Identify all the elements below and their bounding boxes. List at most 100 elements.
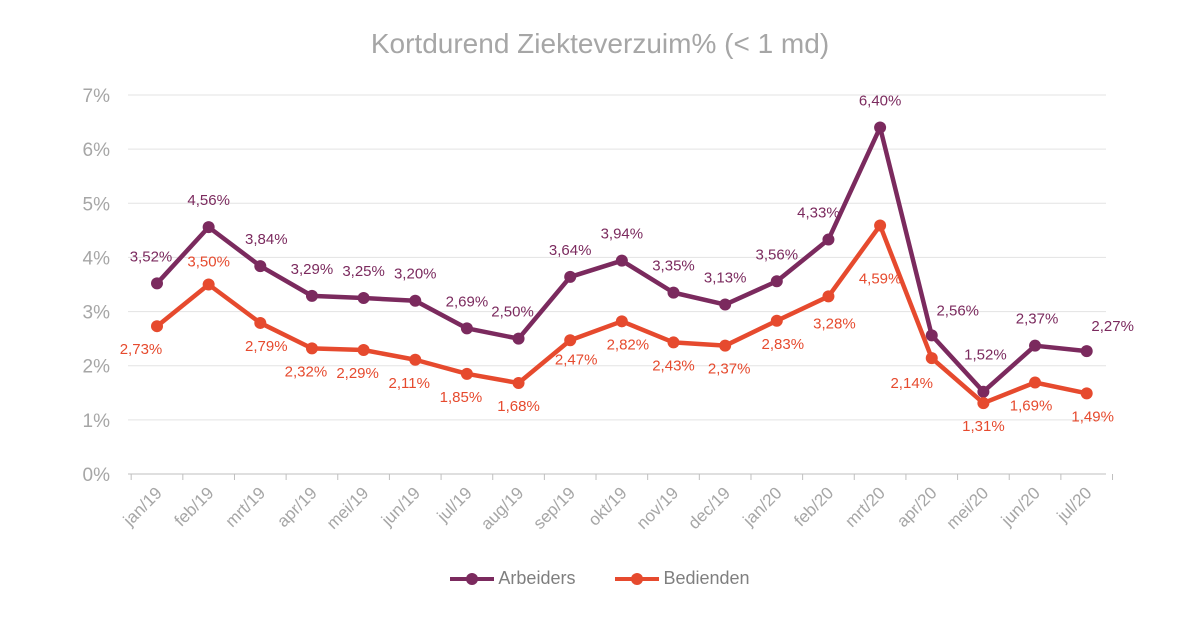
data-label: 1,52% [964,347,1007,364]
data-label: 3,29% [291,261,334,278]
x-tick-label: sep/19 [529,483,579,533]
data-label: 2,27% [1091,318,1134,335]
data-point [512,332,525,345]
data-label: 3,50% [187,254,230,271]
x-tick-label: mrt/20 [841,483,889,531]
data-label: 2,73% [120,341,163,358]
data-point [667,336,680,349]
x-tick-label: jul/19 [433,483,476,526]
x-tick-label: jan/19 [119,483,166,530]
data-label: 6,40% [859,92,902,109]
data-label: 1,49% [1071,408,1114,425]
legend-swatch-arbeiders [450,569,495,589]
data-point [151,320,163,333]
data-label: 1,69% [1010,397,1053,414]
data-point [615,315,628,328]
chart-title: Kortdurend Ziekteverzuim% (< 1 md) [370,28,830,59]
data-label: 3,56% [756,246,799,263]
data-point [1029,376,1042,389]
x-tick-label: mei/20 [943,483,993,533]
data-label: 1,68% [497,398,540,415]
data-point [770,314,783,327]
data-label: 4,56% [187,192,230,209]
data-point [874,219,887,232]
x-tick-label: apr/20 [893,483,941,531]
data-point [667,286,680,299]
data-label: 2,47% [555,351,598,368]
legend-item-arbeiders: Arbeiders [450,568,575,589]
x-tick-label: jun/19 [377,483,424,530]
x-tick-label: aug/19 [477,483,527,533]
data-label: 3,64% [549,242,592,259]
data-label: 2,83% [762,336,805,353]
data-point [977,385,990,398]
data-point [357,344,370,357]
data-label: 3,25% [342,263,385,280]
data-point [460,367,473,380]
data-point [254,316,267,329]
data-point [564,270,577,283]
data-label: 2,56% [936,302,979,319]
data-point [512,377,525,390]
data-label: 2,69% [446,293,489,310]
data-point [925,329,938,342]
x-tick-label: jun/20 [997,483,1044,530]
data-point [202,278,215,291]
data-point [564,334,577,347]
data-label: 2,29% [336,365,379,382]
data-label: 2,32% [285,363,328,380]
data-label: 3,20% [394,266,437,283]
data-label: 3,52% [130,248,173,265]
data-point [305,342,318,355]
x-tick-label: feb/20 [790,483,837,530]
data-point [460,322,473,335]
data-point [202,221,215,234]
data-point [409,353,422,366]
data-label: 2,82% [607,336,650,353]
data-label: 3,28% [813,315,856,332]
x-tick-label: okt/19 [584,483,630,529]
x-tick-label: dec/19 [684,483,734,533]
y-tick-label: 3% [83,303,111,324]
data-label: 2,11% [389,375,430,392]
data-point [1080,387,1093,400]
y-tick-label: 5% [83,194,111,215]
legend-label-arbeiders: Arbeiders [498,568,576,588]
y-tick-label: 4% [83,248,111,269]
data-point [1080,345,1093,358]
data-point [874,121,887,134]
legend-label-bedienden: Bedienden [663,568,750,588]
x-tick-label: apr/19 [273,483,321,531]
data-point [615,254,628,267]
data-point [719,339,732,352]
data-point [305,289,318,302]
data-point [1029,339,1042,352]
data-label: 3,94% [601,226,644,243]
data-point [822,290,835,303]
data-point [151,277,163,290]
data-point [925,352,938,365]
data-label: 2,79% [245,338,288,355]
y-tick-label: 2% [83,357,111,378]
data-label: 3,35% [652,258,695,275]
data-label: 2,43% [652,357,695,374]
y-tick-label: 7% [83,86,111,107]
data-point [770,275,783,288]
data-label: 4,59% [859,270,902,287]
data-label: 2,50% [491,304,534,321]
x-tick-label: jul/20 [1053,483,1096,526]
y-tick-label: 6% [83,140,111,161]
x-tick-label: jan/20 [739,483,786,530]
data-point [357,292,370,305]
data-label: 3,13% [704,270,747,287]
data-point [977,397,990,410]
data-label: 4,33% [797,205,840,222]
data-label: 3,84% [245,231,288,248]
data-label: 2,37% [1016,311,1059,328]
data-label: 1,85% [440,389,483,406]
data-label: 1,31% [962,418,1005,435]
legend: Arbeiders Bedienden [0,568,1200,589]
y-tick-label: 1% [83,411,111,432]
legend-swatch-bedienden [615,569,660,589]
